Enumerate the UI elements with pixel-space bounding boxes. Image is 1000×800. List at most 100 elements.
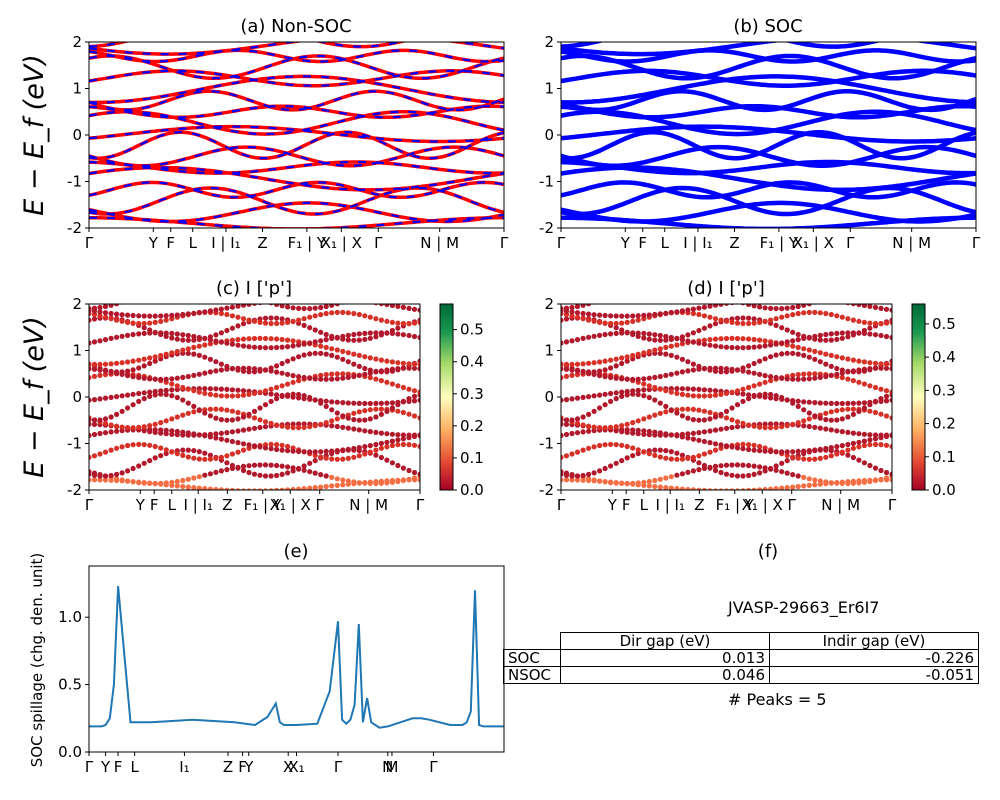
band-point — [285, 304, 291, 310]
band-point — [384, 379, 390, 385]
band-point — [279, 487, 285, 490]
band-point — [218, 487, 224, 490]
band-point — [152, 329, 158, 335]
band-point — [147, 376, 153, 382]
band-point — [357, 298, 362, 303]
ytick-label: 2 — [544, 295, 554, 313]
band-point — [312, 305, 318, 311]
band-point — [762, 486, 768, 490]
band-point — [158, 420, 164, 426]
band-point — [790, 372, 796, 378]
band-point — [318, 372, 324, 378]
band-point — [784, 449, 790, 455]
band-point — [323, 420, 329, 426]
band-point — [257, 344, 263, 351]
band-point — [817, 415, 823, 421]
band-point — [262, 462, 269, 468]
band-point — [586, 471, 592, 477]
band-point — [378, 357, 384, 363]
band-point — [384, 444, 390, 450]
band-point — [411, 320, 418, 326]
band-point — [340, 424, 346, 430]
band-point — [202, 486, 208, 490]
xtick-label: F₁ | Y — [760, 234, 799, 252]
band-point — [718, 317, 724, 323]
band-point — [373, 429, 379, 435]
band-point — [856, 444, 862, 450]
band-point — [274, 304, 280, 307]
band-point — [679, 413, 686, 419]
band-point — [690, 454, 697, 460]
band-point — [762, 468, 768, 474]
band-point — [323, 376, 329, 382]
band-point — [597, 368, 603, 374]
band-point — [641, 393, 647, 399]
band-point — [362, 313, 368, 319]
band-point — [290, 356, 296, 362]
band-point — [757, 304, 763, 310]
band-point — [790, 312, 796, 318]
band-point — [301, 322, 307, 328]
band-point — [102, 473, 109, 479]
band-point — [169, 376, 175, 382]
band-point — [586, 394, 592, 400]
band-point — [696, 430, 702, 436]
band-point — [746, 320, 752, 327]
band-point — [574, 395, 581, 401]
xtick-label: L — [640, 496, 649, 514]
band-point — [169, 449, 175, 455]
band-point — [89, 317, 92, 323]
band-point — [152, 354, 158, 360]
band-point — [351, 310, 357, 317]
band-point — [668, 309, 674, 316]
band-point — [608, 463, 614, 469]
band-point — [89, 366, 92, 372]
band-point — [296, 425, 302, 431]
band-point — [574, 372, 581, 378]
band-point — [630, 286, 635, 291]
band-point — [663, 388, 669, 394]
band-point — [141, 480, 147, 486]
band-point — [818, 298, 823, 303]
band-point — [125, 405, 131, 411]
band-point — [574, 416, 581, 422]
band-point — [158, 313, 164, 319]
band-point — [174, 383, 180, 389]
band-point — [373, 334, 379, 340]
band-point — [378, 430, 384, 436]
band-point — [839, 375, 845, 381]
band-point — [378, 445, 384, 451]
band-point — [318, 421, 324, 427]
band-point — [262, 335, 269, 342]
band-point — [224, 393, 230, 399]
band-point — [97, 304, 103, 311]
band-point — [367, 480, 373, 486]
band-point — [790, 398, 796, 404]
band-point — [867, 325, 873, 331]
band-point — [784, 423, 790, 429]
band-point — [635, 418, 641, 424]
band-point — [290, 318, 296, 324]
band-point — [723, 425, 730, 431]
band-point — [373, 406, 379, 412]
band-point — [845, 356, 851, 362]
band-point — [301, 374, 307, 381]
band-line — [561, 42, 976, 57]
band-point — [734, 473, 741, 479]
band-point — [346, 298, 351, 303]
band-point — [630, 331, 636, 338]
band-point — [872, 477, 879, 484]
band-point — [839, 449, 845, 455]
band-point — [246, 369, 252, 375]
band-point — [663, 448, 669, 454]
band-point — [89, 397, 92, 403]
band-point — [257, 462, 263, 468]
band-point — [806, 304, 812, 307]
band-point — [646, 483, 652, 489]
band-point — [828, 363, 834, 369]
band-point — [152, 313, 158, 319]
band-point — [878, 476, 884, 482]
band-point — [158, 388, 164, 394]
band-point — [345, 310, 351, 316]
band-point — [147, 355, 153, 361]
